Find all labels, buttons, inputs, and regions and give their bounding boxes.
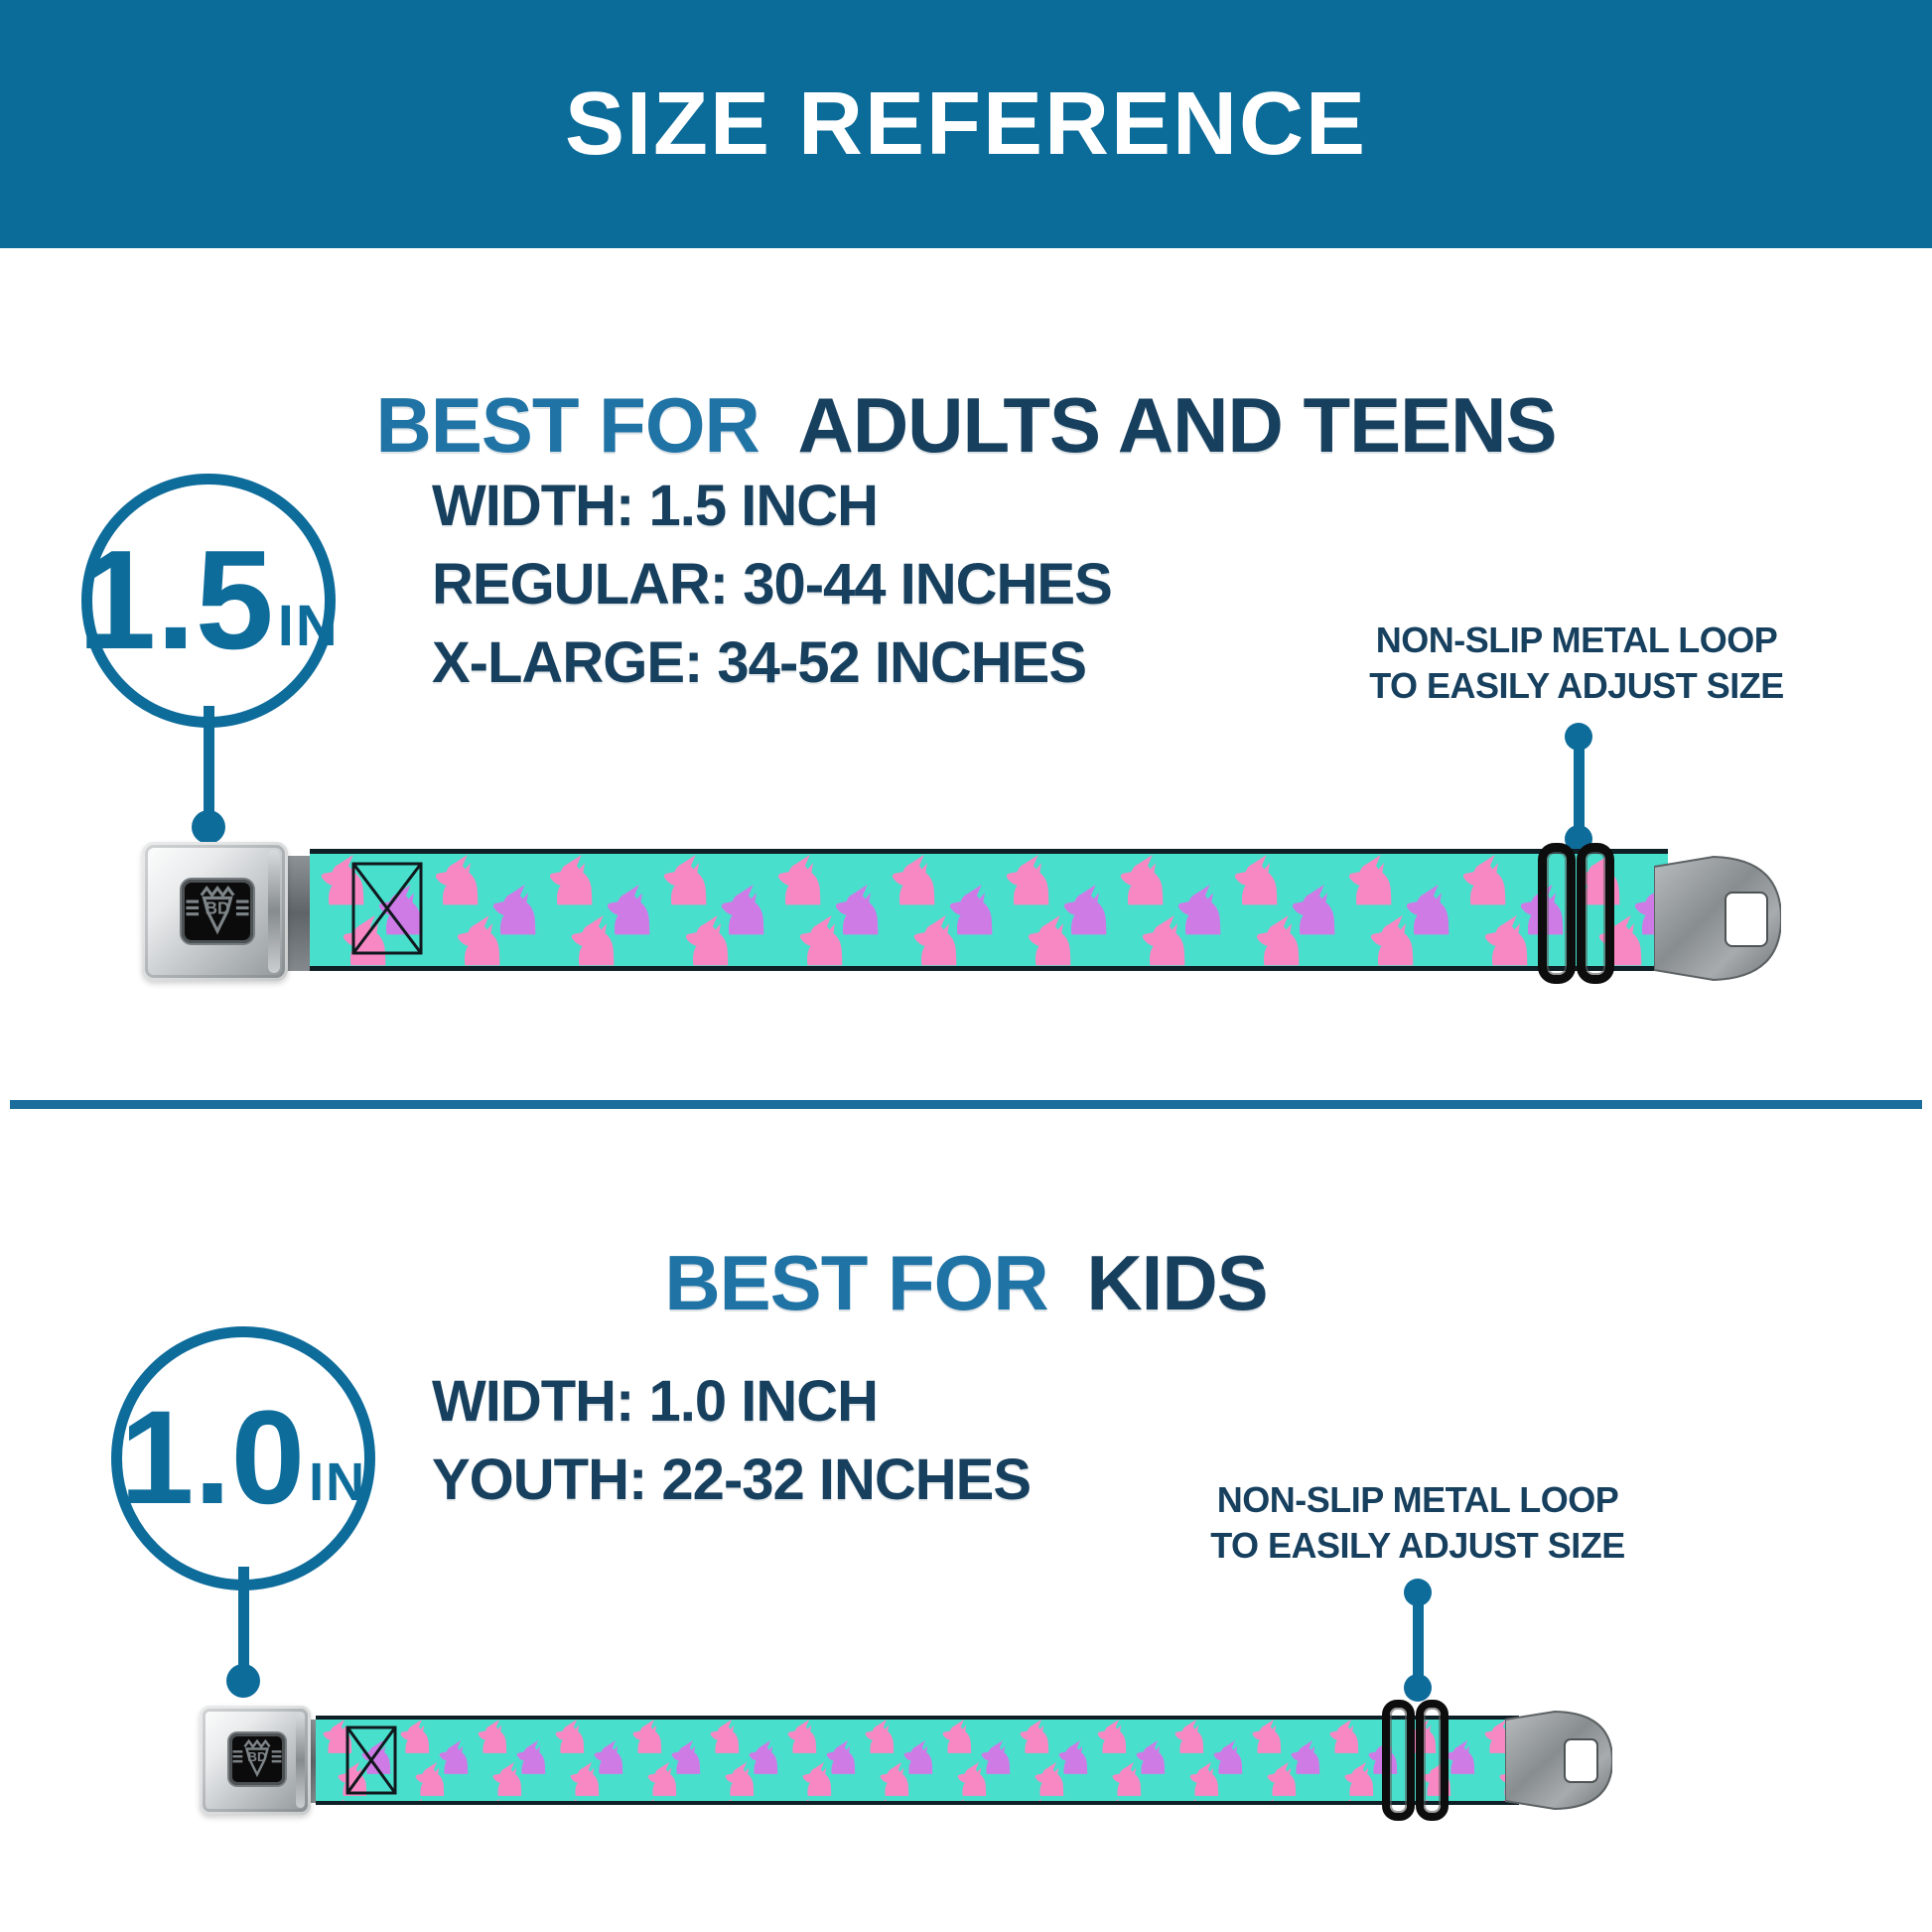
section-divider (10, 1100, 1922, 1109)
belt-tip (1654, 855, 1781, 982)
heading-audience: ADULTS AND TEENS (797, 380, 1558, 469)
buckle-logo: BD (182, 880, 253, 943)
callout-kids: NON-SLIP METAL LOOP TO EASILY ADJUST SIZ… (1150, 1477, 1686, 1569)
metal-loop (1382, 1700, 1415, 1821)
size-unit: IN (277, 594, 340, 658)
circle-stem (204, 706, 214, 815)
specs-kids: WIDTH: 1.0 INCH YOUTH: 22-32 INCHES (432, 1362, 1032, 1519)
section-adults-heading: BEST FOR ADULTS AND TEENS (0, 380, 1932, 471)
size-unit: IN (309, 1452, 367, 1512)
size-circle-1-5in: 1.5 IN (77, 474, 338, 728)
size-value: 1.0 (119, 1384, 306, 1532)
callout-connector-dot (1404, 1674, 1432, 1702)
spec-line: REGULAR: 30-44 INCHES (432, 552, 1113, 617)
callout-adults: NON-SLIP METAL LOOP TO EASILY ADJUST SIZ… (1309, 618, 1845, 709)
page-title: SIZE REFERENCE (564, 73, 1368, 174)
callout-line: TO EASILY ADJUST SIZE (1369, 665, 1784, 706)
specs-adults: WIDTH: 1.5 INCH REGULAR: 30-44 INCHES X-… (432, 467, 1113, 702)
spec-line: YOUTH: 22-32 INCHES (432, 1448, 1032, 1512)
belt-strap-adult (310, 849, 1668, 971)
spec-line: X-LARGE: 34-52 INCHES (432, 630, 1087, 695)
size-circle-1-0in: 1.0 IN (111, 1326, 375, 1590)
buckle-logo: BD (229, 1733, 285, 1785)
callout-connector (1574, 737, 1585, 839)
callout-line: NON-SLIP METAL LOOP (1216, 1479, 1619, 1520)
seatbelt-buckle: BD (200, 1706, 311, 1815)
heading-audience: KIDS (1086, 1238, 1268, 1326)
circle-stem-dot (226, 1664, 260, 1698)
metal-loop (1538, 843, 1576, 984)
circle-stem (238, 1567, 249, 1671)
buckle-monogram: BD (247, 1749, 267, 1764)
buckle-hinge (296, 1712, 305, 1809)
header-banner: SIZE REFERENCE (0, 0, 1932, 248)
belt-tip (1505, 1710, 1612, 1811)
stitch-box (351, 862, 423, 955)
buckle-monogram: BD (206, 899, 230, 918)
seatbelt-buckle: BD (142, 842, 288, 981)
spec-line: WIDTH: 1.5 INCH (432, 474, 879, 538)
callout-line: TO EASILY ADJUST SIZE (1210, 1525, 1625, 1566)
buckle-hinge (268, 850, 280, 973)
size-value: 1.5 (77, 521, 274, 679)
metal-loop (1416, 1700, 1449, 1821)
heading-best-for: BEST FOR (664, 1238, 1048, 1326)
metal-loop (1577, 843, 1614, 984)
spec-line: WIDTH: 1.0 INCH (432, 1369, 879, 1434)
heading-best-for: BEST FOR (375, 380, 759, 469)
belt-strap-kids (316, 1716, 1519, 1805)
callout-line: NON-SLIP METAL LOOP (1375, 620, 1778, 660)
stitch-box (345, 1725, 397, 1795)
callout-connector (1413, 1592, 1424, 1688)
circle-stem-dot (192, 810, 225, 844)
section-kids-heading: BEST FOR KIDS (0, 1238, 1932, 1328)
